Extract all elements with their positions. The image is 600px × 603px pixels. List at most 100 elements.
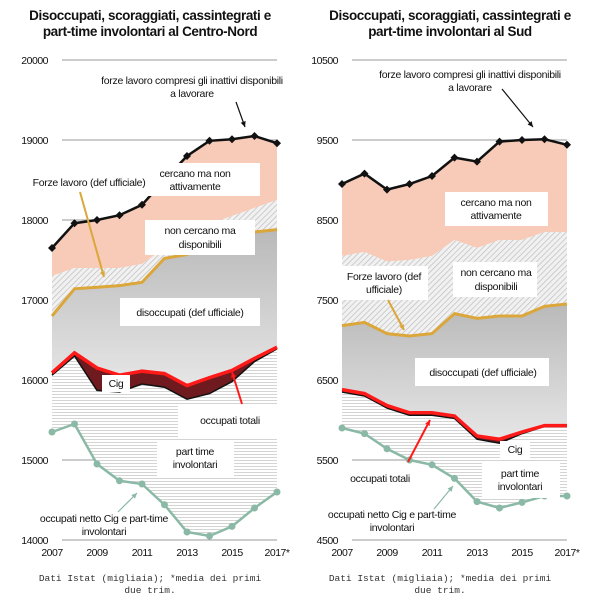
x-tick-label: 2011 (132, 547, 153, 559)
arrow-forze-ufficiale-head (399, 324, 404, 330)
arrow-occupati-netto-head (447, 486, 453, 492)
label-forze-inattivi-2: a lavorare (170, 88, 214, 100)
label-box-disoccupati (120, 298, 260, 326)
marker-forze-lavoro-inattivi (93, 216, 101, 224)
y-tick-label: 19000 (21, 135, 48, 147)
arrow-occupati-totali-head (425, 420, 430, 426)
source-line-1: Dati Istat (migliaia); *media dei primi (38, 573, 262, 584)
source-line-2: due trim. (414, 585, 466, 596)
source-note: Dati Istat (migliaia); *media dei primi … (0, 573, 300, 597)
marker-forze-lavoro-inattivi (540, 135, 549, 144)
x-tick-label: 2017* (555, 547, 580, 559)
marker-occupati-netto (518, 498, 526, 506)
marker-forze-lavoro-inattivi (138, 200, 146, 209)
marker-occupati-netto (496, 504, 503, 512)
arrow-occupati-totali (407, 419, 431, 463)
label-disoccupati: disoccupati (def ufficiale) (136, 307, 243, 319)
marker-occupati-netto (451, 474, 458, 482)
label-box-disoccupati (415, 358, 549, 386)
label-forze-ufficiale: Forze lavoro (def (347, 271, 422, 283)
marker-forze-lavoro-inattivi (563, 140, 571, 149)
y-tick-label: 7500 (317, 295, 339, 307)
label-occupati-netto: occupati netto Cig e part-time (40, 513, 169, 525)
line-occupati-totali (50, 345, 278, 388)
y-tick-label: 10500 (311, 55, 338, 67)
source-line-2: due trim. (124, 585, 176, 596)
x-tick-label: 2015 (511, 547, 533, 559)
y-tick-label: 8500 (317, 215, 339, 227)
label-box-part-time (157, 440, 234, 476)
marker-forze-lavoro-inattivi (428, 172, 436, 180)
marker-forze-lavoro-inattivi (450, 153, 459, 162)
x-tick-label: 2017* (265, 547, 290, 559)
y-tick-label: 17000 (21, 295, 48, 307)
marker-occupati-netto (206, 532, 213, 540)
x-tick-label: 2011 (422, 547, 443, 559)
label-cercano: cercano ma non (460, 197, 532, 209)
marker-occupati-netto (71, 420, 78, 428)
label-occupati-netto: occupati netto Cig e part-time (328, 509, 457, 521)
label-disoccupati: disoccupati (def ufficiale) (429, 367, 536, 379)
marker-forze-lavoro-inattivi (205, 136, 214, 145)
chart-svg-centro-nord: 14000 15000 16000 17000 18000 19000 20000 2007 2… (21, 55, 290, 559)
y-tick-label: 5500 (317, 455, 339, 467)
marker-forze-lavoro-inattivi (360, 169, 369, 178)
marker-forze-lavoro-inattivi (383, 185, 391, 194)
label-non-cercano-2: disponibili (179, 239, 222, 251)
y-tick-label: 20000 (21, 55, 48, 67)
label-part-time-2: involontari (498, 481, 543, 493)
label-non-cercano: non cercano ma (460, 267, 532, 279)
marker-forze-lavoro-inattivi (115, 211, 124, 220)
chart-title: Disoccupati, scoraggiati, cassintegrati … (300, 8, 600, 40)
y-tick-label: 18000 (21, 215, 48, 227)
marker-occupati-netto (183, 528, 191, 536)
marker-forze-lavoro-inattivi (338, 180, 346, 188)
marker-forze-lavoro-inattivi (70, 219, 79, 228)
arrow-occupati-totali-head (231, 372, 237, 378)
marker-occupati-netto (138, 480, 146, 488)
arrow-forze-ufficiale (387, 299, 405, 331)
label-box-forze-ufficiale (342, 266, 428, 300)
label-forze-inattivi: forze lavoro compresi gli inattivi dispo… (101, 75, 283, 87)
label-non-cercano: non cercano ma (164, 225, 236, 237)
marker-occupati-netto (228, 522, 236, 530)
marker-occupati-netto (473, 498, 481, 506)
label-forze-inattivi: forze lavoro compresi gli inattivi dispo… (379, 69, 561, 81)
label-forze-inattivi-2: a lavorare (448, 82, 492, 94)
label-box-part-time (482, 462, 560, 498)
marker-occupati-netto (161, 501, 168, 509)
x-tick-label: 2013 (466, 547, 488, 559)
y-tick-label: 9500 (317, 135, 339, 147)
label-cercano-2: attivamente (170, 181, 221, 193)
marker-forze-lavoro-inattivi (495, 137, 504, 146)
chart-title: Disoccupati, scoraggiati, cassintegrati … (0, 8, 300, 40)
line-occupati-totali (341, 387, 567, 441)
x-tick-label: 2009 (86, 547, 108, 559)
label-box-cercano (445, 192, 548, 226)
marker-forze-lavoro-inattivi (273, 139, 281, 148)
chart-panel-centro-nord: Disoccupati, scoraggiati, cassintegrati … (0, 8, 300, 597)
marker-occupati-netto (251, 504, 258, 512)
label-occupati-totali: occupati totali (350, 473, 410, 485)
label-occupati-totali: occupati totali (200, 415, 260, 427)
label-box-cercano (118, 163, 260, 196)
marker-occupati-netto (383, 445, 391, 453)
label-box-cig (102, 375, 130, 392)
y-tick-label: 6500 (317, 375, 339, 387)
y-tick-label: 16000 (21, 375, 48, 387)
line-forze-lavoro-ufficiale (341, 302, 568, 338)
y-tick-label: 4500 (317, 535, 339, 547)
line-occupati-netto-cig (51, 348, 278, 400)
label-occupati-netto-2: involontari (370, 522, 415, 534)
y-tick-label: 14000 (21, 535, 48, 547)
arrow-forze-inattivi (501, 88, 534, 128)
label-occupati-netto-2: involontari (82, 526, 127, 538)
source-note: Dati Istat (migliaia); *media dei primi … (290, 573, 590, 597)
arrow-occupati-totali (231, 371, 243, 405)
label-part-time: part time (501, 468, 540, 480)
label-cig: Cig (109, 378, 124, 390)
title-line-1: Disoccupati, scoraggiati, cassintegrati … (329, 8, 571, 23)
x-tick-label: 2007 (331, 547, 353, 559)
marker-forze-lavoro-inattivi (518, 136, 526, 144)
marker-forze-lavoro-inattivi (405, 180, 414, 188)
